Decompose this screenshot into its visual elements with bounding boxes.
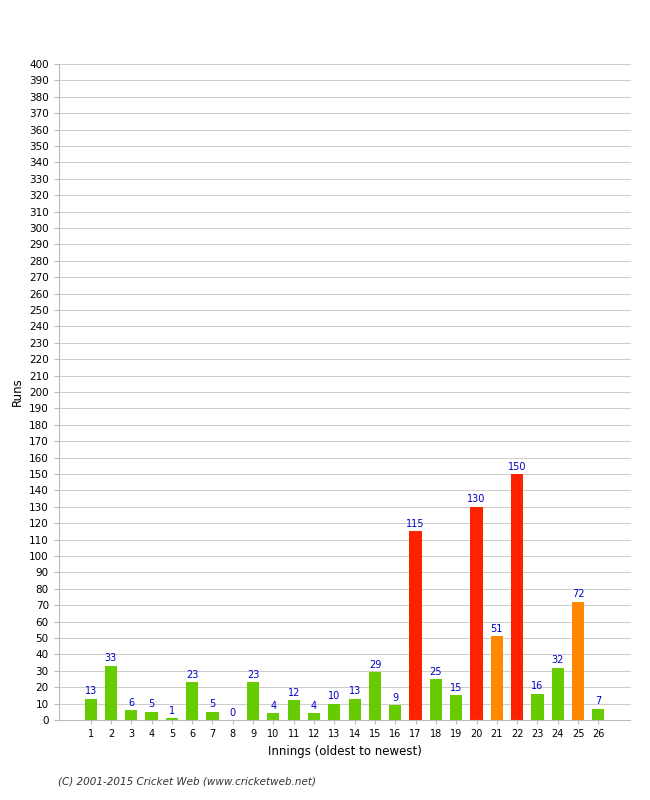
- Text: 51: 51: [491, 624, 503, 634]
- Bar: [84, 698, 97, 720]
- Bar: [125, 710, 137, 720]
- Bar: [166, 718, 178, 720]
- Text: 7: 7: [595, 696, 601, 706]
- Bar: [105, 666, 117, 720]
- Text: 13: 13: [84, 686, 97, 696]
- Bar: [287, 700, 300, 720]
- Text: 115: 115: [406, 519, 425, 529]
- Text: 1: 1: [169, 706, 175, 716]
- Text: 32: 32: [552, 655, 564, 665]
- Bar: [572, 602, 584, 720]
- Text: 130: 130: [467, 494, 486, 504]
- Bar: [552, 667, 564, 720]
- Text: 0: 0: [229, 707, 236, 718]
- Bar: [267, 714, 280, 720]
- Text: 150: 150: [508, 462, 526, 471]
- Bar: [328, 704, 341, 720]
- Bar: [592, 709, 604, 720]
- Text: 15: 15: [450, 683, 462, 693]
- Text: 6: 6: [128, 698, 135, 708]
- Bar: [348, 698, 361, 720]
- Text: 16: 16: [531, 682, 543, 691]
- Text: 5: 5: [209, 699, 216, 710]
- Bar: [186, 682, 198, 720]
- Text: 29: 29: [369, 660, 381, 670]
- Bar: [491, 636, 503, 720]
- Text: 9: 9: [392, 693, 398, 702]
- Text: 23: 23: [186, 670, 198, 680]
- Bar: [369, 673, 381, 720]
- Text: 13: 13: [348, 686, 361, 696]
- Bar: [450, 695, 462, 720]
- X-axis label: Innings (oldest to newest): Innings (oldest to newest): [268, 745, 421, 758]
- Text: 4: 4: [270, 701, 276, 711]
- Text: 33: 33: [105, 654, 117, 663]
- Text: 25: 25: [430, 666, 442, 677]
- Text: 72: 72: [572, 590, 584, 599]
- Bar: [511, 474, 523, 720]
- Bar: [531, 694, 543, 720]
- Bar: [430, 679, 442, 720]
- Text: 5: 5: [148, 699, 155, 710]
- Bar: [410, 531, 422, 720]
- Bar: [471, 507, 482, 720]
- Bar: [308, 714, 320, 720]
- Text: 12: 12: [287, 688, 300, 698]
- Text: 10: 10: [328, 691, 341, 701]
- Bar: [207, 712, 218, 720]
- Text: (C) 2001-2015 Cricket Web (www.cricketweb.net): (C) 2001-2015 Cricket Web (www.cricketwe…: [58, 776, 317, 786]
- Text: 23: 23: [247, 670, 259, 680]
- Text: 4: 4: [311, 701, 317, 711]
- Bar: [146, 712, 157, 720]
- Y-axis label: Runs: Runs: [10, 378, 23, 406]
- Bar: [389, 706, 401, 720]
- Bar: [247, 682, 259, 720]
